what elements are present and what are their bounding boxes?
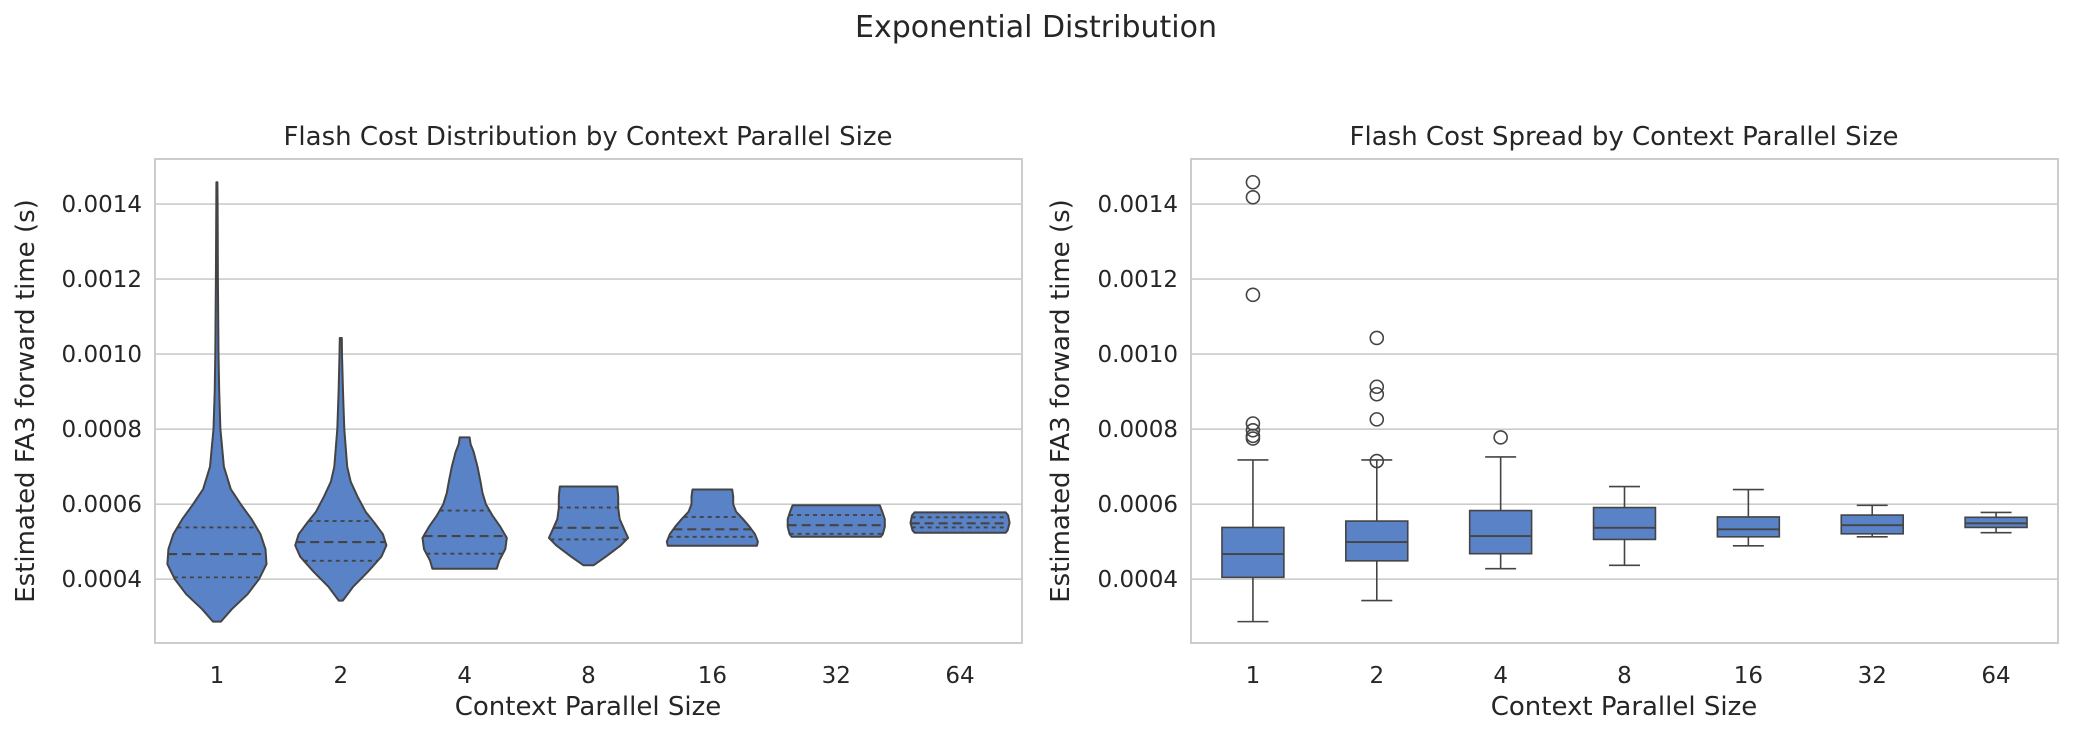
box-x-axis-label: Context Parallel Size bbox=[1491, 692, 1758, 722]
box-outlier-point bbox=[1369, 412, 1385, 427]
y-tick-label: 0.0014 bbox=[62, 192, 142, 218]
box-outlier-point bbox=[1369, 386, 1385, 402]
x-tick-label: 1 bbox=[210, 663, 225, 689]
box-y-tick-labels: 0.0004 0.0006 0.0008 0.0010 0.0012 0.0014 bbox=[1098, 192, 1178, 593]
box-outlier-point bbox=[1369, 379, 1385, 395]
box-panel-title: Flash Cost Spread by Context Parallel Si… bbox=[1350, 122, 1899, 152]
y-tick-label: 0.0008 bbox=[62, 417, 142, 443]
x-tick-label: 16 bbox=[698, 663, 727, 689]
x-tick-label: 16 bbox=[1734, 663, 1763, 689]
x-tick-label: 64 bbox=[945, 663, 974, 689]
x-tick-label: 4 bbox=[1493, 663, 1508, 689]
box-iqr bbox=[1592, 506, 1657, 541]
box-outlier-point bbox=[1245, 189, 1261, 205]
y-tick-label: 0.0014 bbox=[1098, 192, 1178, 218]
y-tick-label: 0.0012 bbox=[1098, 267, 1178, 293]
violin-body bbox=[421, 436, 508, 570]
violin-body bbox=[166, 181, 268, 623]
x-tick-label: 2 bbox=[1369, 663, 1384, 689]
violin-body bbox=[665, 488, 759, 547]
box-iqr bbox=[1345, 520, 1409, 562]
violin-plot-frame bbox=[154, 158, 1023, 644]
violin-body bbox=[294, 337, 388, 602]
x-tick-label: 8 bbox=[1617, 663, 1632, 689]
y-tick-label: 0.0004 bbox=[1098, 567, 1178, 593]
x-tick-label: 1 bbox=[1246, 663, 1261, 689]
y-tick-label: 0.0012 bbox=[62, 267, 142, 293]
violin-panel: Flash Cost Distribution by Context Paral… bbox=[11, 122, 1023, 722]
box-plot-frame bbox=[1190, 158, 2059, 644]
violin-x-axis-label: Context Parallel Size bbox=[455, 692, 722, 722]
violin-marks bbox=[166, 181, 1011, 623]
x-tick-label: 64 bbox=[1981, 663, 2010, 689]
box-iqr bbox=[1716, 516, 1781, 538]
violin-gridlines bbox=[155, 203, 1022, 581]
box-outlier-point bbox=[1245, 416, 1261, 431]
box-iqr bbox=[1468, 509, 1533, 555]
violin-panel-title: Flash Cost Distribution by Context Paral… bbox=[283, 122, 892, 152]
y-tick-label: 0.0010 bbox=[62, 342, 142, 368]
box-outlier-point bbox=[1245, 287, 1261, 303]
y-tick-label: 0.0010 bbox=[1098, 342, 1178, 368]
x-tick-label: 2 bbox=[333, 663, 348, 689]
violin-body bbox=[547, 485, 630, 567]
figure-suptitle: Exponential Distribution bbox=[855, 10, 1217, 45]
violin-x-tick-labels: 1 2 4 8 16 32 64 bbox=[210, 663, 975, 689]
y-tick-label: 0.0008 bbox=[1098, 417, 1178, 443]
box-outlier-point bbox=[1369, 330, 1385, 346]
x-tick-label: 8 bbox=[581, 663, 596, 689]
box-y-axis-label: Estimated FA3 forward time (s) bbox=[1046, 199, 1076, 603]
x-tick-label: 4 bbox=[457, 663, 472, 689]
box-outlier-point bbox=[1369, 453, 1385, 469]
x-tick-label: 32 bbox=[822, 663, 851, 689]
violin-body bbox=[786, 504, 886, 538]
y-tick-label: 0.0006 bbox=[1098, 492, 1178, 518]
box-outlier-point bbox=[1493, 430, 1508, 445]
violin-y-tick-labels: 0.0004 0.0006 0.0008 0.0010 0.0012 0.0014 bbox=[62, 192, 142, 593]
violin-y-axis-label: Estimated FA3 forward time (s) bbox=[11, 199, 41, 603]
box-outlier-point bbox=[1245, 422, 1261, 438]
box-marks bbox=[1221, 174, 2028, 623]
box-outlier-point bbox=[1245, 174, 1261, 190]
box-panel: Flash Cost Spread by Context Parallel Si… bbox=[1046, 122, 2059, 722]
x-tick-label: 32 bbox=[1858, 663, 1887, 689]
box-x-tick-labels: 1 2 4 8 16 32 64 bbox=[1246, 663, 2011, 689]
y-tick-label: 0.0004 bbox=[62, 567, 142, 593]
y-tick-label: 0.0006 bbox=[62, 492, 142, 518]
box-iqr bbox=[1221, 526, 1285, 579]
box-iqr bbox=[1964, 516, 2028, 529]
